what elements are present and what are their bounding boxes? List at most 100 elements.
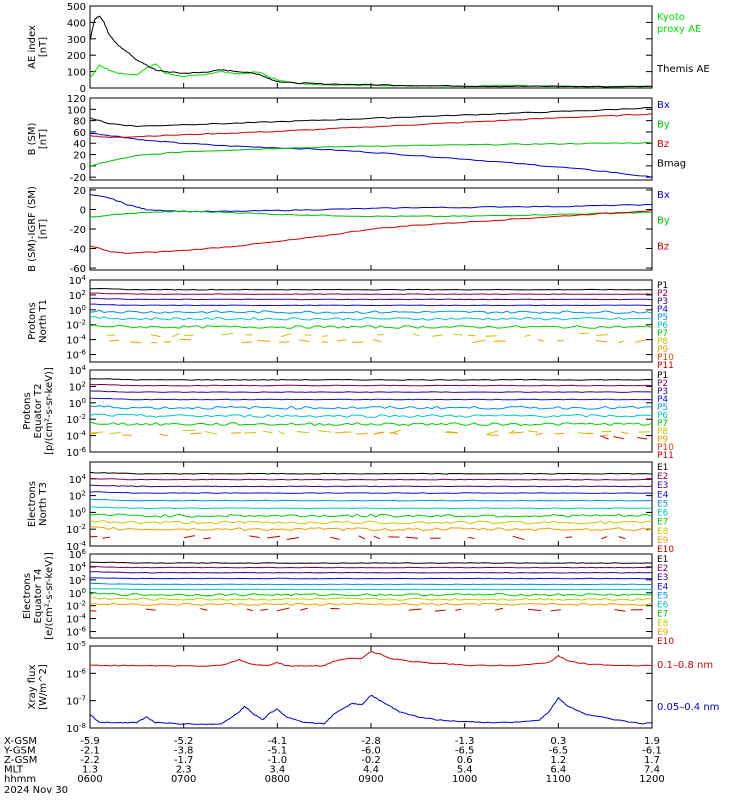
series-p8-segment: [220, 332, 234, 336]
series-p11-segment: [600, 435, 609, 440]
panel-6-y-tick-label: 10-4: [66, 540, 86, 553]
series-e10-segment: [358, 535, 366, 540]
axis-row-value: -1.7: [174, 755, 194, 766]
series-p9-segment: [373, 431, 385, 435]
legend-p11: P11: [657, 361, 674, 371]
series-p9-segment: [486, 434, 499, 437]
legend-p6: P6: [657, 411, 668, 421]
panel-3-y-tick-label: -20: [70, 225, 86, 236]
series-p9-segment: [634, 339, 646, 343]
panel-5-y-tick-label: 100: [69, 397, 86, 410]
panel-1-frame: [89, 5, 653, 89]
legend-e5: E5: [657, 499, 668, 509]
panel-2-y-tick-label: 40: [73, 139, 86, 150]
panel-4-y-tick-label: 100: [69, 304, 86, 317]
legend-p11: P11: [657, 451, 674, 461]
panel-1-y-tick-label: 500: [67, 2, 86, 13]
legend-bz: Bz: [657, 139, 669, 150]
axis-row-value: 0700: [171, 774, 196, 785]
legend-e9: E9: [657, 536, 669, 546]
series-p5-line: [89, 405, 653, 410]
series-e10-segment: [618, 536, 626, 540]
series-p8-segment: [89, 431, 104, 434]
series-p9-segment: [595, 340, 608, 343]
legend-e1: E1: [657, 463, 668, 473]
legend-e10: E10: [657, 545, 674, 555]
series-e10-segment: [455, 608, 462, 611]
axis-row-value: -5.9: [80, 736, 100, 747]
legend-p1: P1: [657, 281, 668, 291]
panel-7-ylabel: Electrons: [22, 573, 33, 619]
legend-p8: P8: [657, 427, 668, 437]
axis-row-value: 0800: [265, 774, 290, 785]
legend-by: By: [657, 120, 670, 131]
axis-row-mlt-label: MLT: [4, 765, 24, 776]
series-e10-segment: [408, 608, 422, 611]
legend-p2: P2: [657, 379, 668, 389]
legend-p3: P3: [657, 387, 668, 397]
axis-row-value: 2.3: [176, 765, 192, 776]
panel-4-ylabel: Protons: [27, 302, 38, 339]
series-p9-segment: [299, 339, 310, 342]
panel-8-frame: [89, 645, 653, 729]
axis-row-hhmm-label: hhmm: [4, 774, 36, 785]
date-label: 2024 Nov 30: [4, 785, 69, 796]
panel-5-y-tick-label: 10-4: [66, 430, 86, 443]
series-0-05-0-4-nm-line: [89, 694, 653, 725]
panel-5-ylabel: Protons: [22, 392, 33, 429]
panel-1-y-tick-label: 100: [67, 68, 86, 79]
axis-row-value: 1.9: [644, 736, 660, 747]
series-p9-segment: [535, 432, 543, 436]
series-0-1-0-8-nm-line: [89, 650, 653, 667]
legend-themis-ae: Themis AE: [656, 64, 710, 75]
panel-2-y-tick-label: 60: [73, 128, 86, 139]
panel-1-y-tick-label: 300: [67, 35, 86, 46]
series-p6-line: [89, 315, 653, 321]
series-bx-line: [90, 194, 653, 213]
legend-e10: E10: [657, 637, 674, 647]
panel-1-y-tick-label: 0: [80, 84, 86, 95]
legend-bmag: Bmag: [657, 159, 686, 170]
legend-p7: P7: [657, 419, 668, 429]
panel-8-y-tick-label: 10-6: [66, 667, 86, 680]
panel-3-ylabel: B (SM)-IGRF (SM): [27, 186, 38, 272]
series-p8-segment: [487, 430, 498, 435]
series-p9-segment: [190, 432, 202, 435]
series-p9-segment: [257, 340, 271, 342]
panel-7-y-tick-label: 104: [69, 561, 87, 574]
panel-7-y-tick-label: 10-2: [66, 600, 86, 613]
legend-p1: P1: [657, 371, 668, 381]
legend-proxy-ae: proxy AE: [657, 24, 701, 35]
axis-row-value: -5.1: [268, 746, 288, 757]
series-e2-line: [89, 478, 653, 481]
panel-4-y-tick-label: 10-2: [66, 319, 86, 332]
legend-e6: E6: [657, 601, 669, 611]
panel-7-ylabel: [e/(cm²-s-sr-keV)]: [44, 552, 55, 640]
panel-4-ylabel: North T1: [38, 299, 49, 343]
series-p9-segment: [390, 431, 399, 435]
series-e10-segment: [260, 608, 268, 611]
panel-7-y-tick-label: 100: [69, 587, 86, 600]
series-e10-segment: [102, 536, 111, 539]
axis-row-value: 0600: [77, 774, 102, 785]
panel-1-y-tick-label: 200: [67, 51, 86, 62]
panel-3-y-tick-label: -40: [70, 245, 86, 256]
panel-3-y-tick-label: 20: [73, 186, 86, 197]
axis-row-y-gsm-label: Y-GSM: [3, 746, 36, 757]
legend-e9: E9: [657, 628, 669, 638]
series-p8-segment: [508, 429, 515, 435]
legend-p4: P4: [657, 395, 668, 405]
series-bz-line: [89, 113, 653, 139]
axis-row-value: -0.2: [361, 755, 381, 766]
series-e4-line: [89, 491, 653, 494]
panel-2-y-tick-label: 120: [67, 94, 86, 105]
series-p8-segment: [412, 333, 420, 337]
legend-e4: E4: [657, 490, 669, 500]
series-e6-line: [89, 506, 653, 510]
series-e10-segment: [494, 607, 504, 611]
axis-row-value: -6.0: [361, 746, 381, 757]
series-p8-segment: [278, 430, 285, 435]
series-e10-segment: [434, 609, 446, 612]
legend-bx: Bx: [657, 190, 670, 201]
